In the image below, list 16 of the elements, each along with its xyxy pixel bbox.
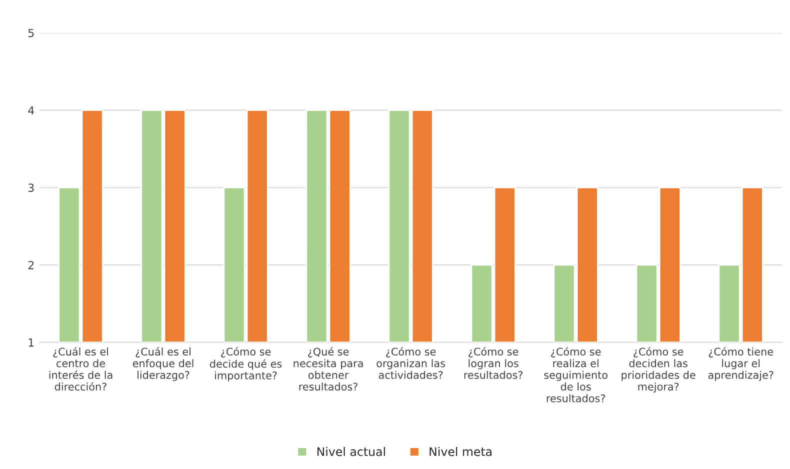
x-tick-label: ¿Cómo se realiza el seguimiento de los resultados? [544,347,608,402]
y-tick-label: 2 [28,260,34,270]
x-tick-label: ¿Cómo tiene lugar el aprendizaje? [708,347,774,381]
y-tick-label: 3 [28,184,34,192]
x-tick-label: ¿Qué se necesita para obtener resultados? [294,347,363,391]
x-tick-label: ¿Cómo se deciden las prioridades de mejora? [622,347,696,393]
legend-label: Nivel actual [317,446,385,456]
x-tick-label: ¿Cuál es el enfoque del liderazgo? [132,347,194,381]
legend-label: Nivel meta [430,446,492,456]
x-tick-label: ¿Cómo se organizan las actividades? [376,347,446,379]
x-tick-label: ¿Cómo se decide qué es importante? [210,347,282,382]
y-tick-label: 4 [28,106,34,114]
x-tick-label: ¿Cómo se logran los resultados? [464,347,522,379]
y-tick-label: 5 [28,28,34,38]
y-tick-label: 1 [28,338,34,347]
x-tick-label: ¿Cuál es el centro de interés de la dirección? [49,347,112,391]
